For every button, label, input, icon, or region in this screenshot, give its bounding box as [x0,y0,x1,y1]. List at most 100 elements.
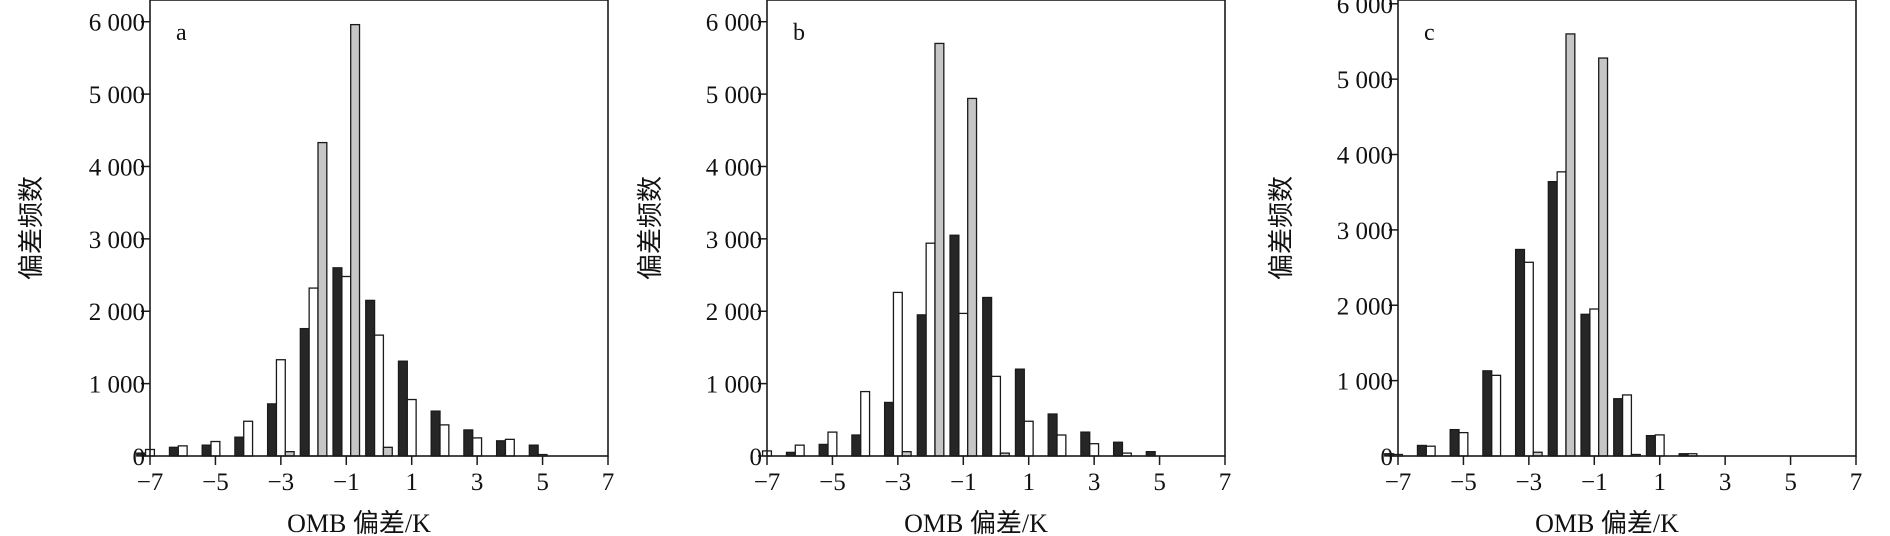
x-tick-label: −3 [1516,469,1543,496]
bar-gray-bin-7 [382,446,393,457]
x-tick-label: −3 [268,469,295,496]
bar-white-bin-9 [439,424,450,457]
x-tick-label: 5 [1153,469,1166,496]
y-tick-label: 1 000 [706,372,762,399]
bar-white-bin-3 [1491,374,1502,457]
bar-black-bin-12 [528,444,539,457]
y-tick-label: 0 [750,444,763,471]
bar-white-bin-5 [1556,171,1567,457]
x-tick-label: −5 [1450,469,1477,496]
bar-gray-bin-6 [1598,57,1609,457]
bar-white-bin-6 [1589,308,1600,457]
panel-letter: a [176,20,187,46]
bar-black-bin-2 [1449,428,1460,457]
bar-white-bin-9 [1056,434,1067,457]
bar-black-bin-7 [982,296,993,457]
bar-white-bin-7 [990,375,1002,457]
x-tick-label: 1 [1022,469,1035,496]
x-tick-label: 1 [405,469,418,496]
bar-black-bin-6 [332,267,343,457]
bar-black-bin-9 [430,410,441,457]
bar-black-bin-3 [851,434,862,457]
y-axis-title: 偏差频数 [1267,176,1296,280]
bar-white-bin-6 [958,312,969,457]
bar-white-bin-1 [1425,445,1436,457]
y-tick-label: 5 000 [1337,67,1393,94]
bar-white-bin-6 [341,275,352,457]
x-tick-label: 7 [602,469,615,496]
bar-black-bin-9 [1047,413,1058,457]
bar-black-bin-6 [949,234,960,457]
bar-white-bin-5 [308,287,319,457]
x-tick-label: 5 [536,469,549,496]
y-tick-label: 2 000 [1337,293,1393,320]
plot-frame [766,0,1226,457]
bar-white-bin-3 [243,420,254,457]
x-tick-label: −7 [1385,469,1412,496]
bar-white-bin-7 [1621,394,1633,457]
bar-gray-bin-5 [934,42,945,457]
x-tick-label: 5 [1784,469,1797,496]
bar-black-bin-8 [1645,434,1656,457]
bar-black-bin-8 [1014,368,1025,457]
bar-black-bin-4 [883,401,895,457]
x-axis-title: OMB 偏差/K [1535,509,1679,536]
x-tick-label: −5 [202,469,229,496]
bar-white-bin-11 [504,438,515,457]
y-axis-title: 偏差频数 [17,176,46,280]
bar-gray-bin-5 [1565,33,1576,457]
bar-black-bin-5 [916,314,927,457]
x-tick-label: −1 [333,469,360,496]
bar-black-bin-1 [1416,444,1427,457]
bar-white-bin-8 [1023,420,1034,457]
x-tick-label: 3 [471,469,484,496]
x-axis-title: OMB 偏差/K [287,509,431,536]
y-tick-label: 6 000 [1337,0,1393,19]
bar-black-bin-6 [1580,313,1591,457]
panel-letter: c [1424,20,1435,46]
bar-white-bin-7 [373,334,385,457]
bar-gray-bin-6 [350,23,361,457]
x-axis-title: OMB 偏差/K [904,509,1048,536]
bar-black-bin-10 [463,429,474,457]
bar-white-bin-10 [1089,443,1100,457]
y-tick-label: 3 000 [706,227,762,254]
bar-black-bin-7 [365,299,376,457]
bar-black-bin-11 [495,440,507,457]
bar-gray-bin-5 [317,141,328,457]
bar-black-bin-5 [299,327,310,457]
y-tick-label: 5 000 [706,82,762,109]
y-tick-label: 6 000 [89,10,145,37]
y-tick-label: 1 000 [1337,369,1393,396]
bar-black-bin-11 [1112,441,1124,457]
x-tick-label: 1 [1653,469,1666,496]
bar-white-bin-8 [406,398,417,457]
x-tick-label: 7 [1219,469,1232,496]
bar-white-bin-4 [1523,261,1534,457]
x-tick-label: −7 [754,469,781,496]
bar-black-bin-4 [266,403,278,457]
bar-white-bin-2 [1458,431,1469,457]
x-tick-label: 3 [1719,469,1732,496]
y-tick-label: 2 000 [89,299,145,326]
y-tick-label: 2 000 [706,299,762,326]
panel-letter: b [793,20,805,46]
bar-black-bin-1 [168,446,179,457]
y-tick-label: 4 000 [1337,143,1393,170]
x-tick-label: −7 [137,469,164,496]
bar-white-bin-4 [275,359,286,457]
bar-white-bin-3 [860,390,871,457]
bar-black-bin-8 [397,360,408,457]
bar-black-bin-7 [1613,398,1624,457]
bar-black-bin-5 [1547,180,1558,457]
bar-white-bin-4 [892,291,903,457]
bar-black-bin-2 [818,443,829,457]
bar-black-bin-10 [1080,431,1091,457]
bar-black-bin-4 [1514,248,1526,457]
bar-black-bin-3 [234,436,245,457]
y-tick-label: 1 000 [89,372,145,399]
y-tick-label: 4 000 [89,154,145,181]
bar-black-bin-3 [1482,370,1493,457]
x-tick-label: −1 [1581,469,1608,496]
